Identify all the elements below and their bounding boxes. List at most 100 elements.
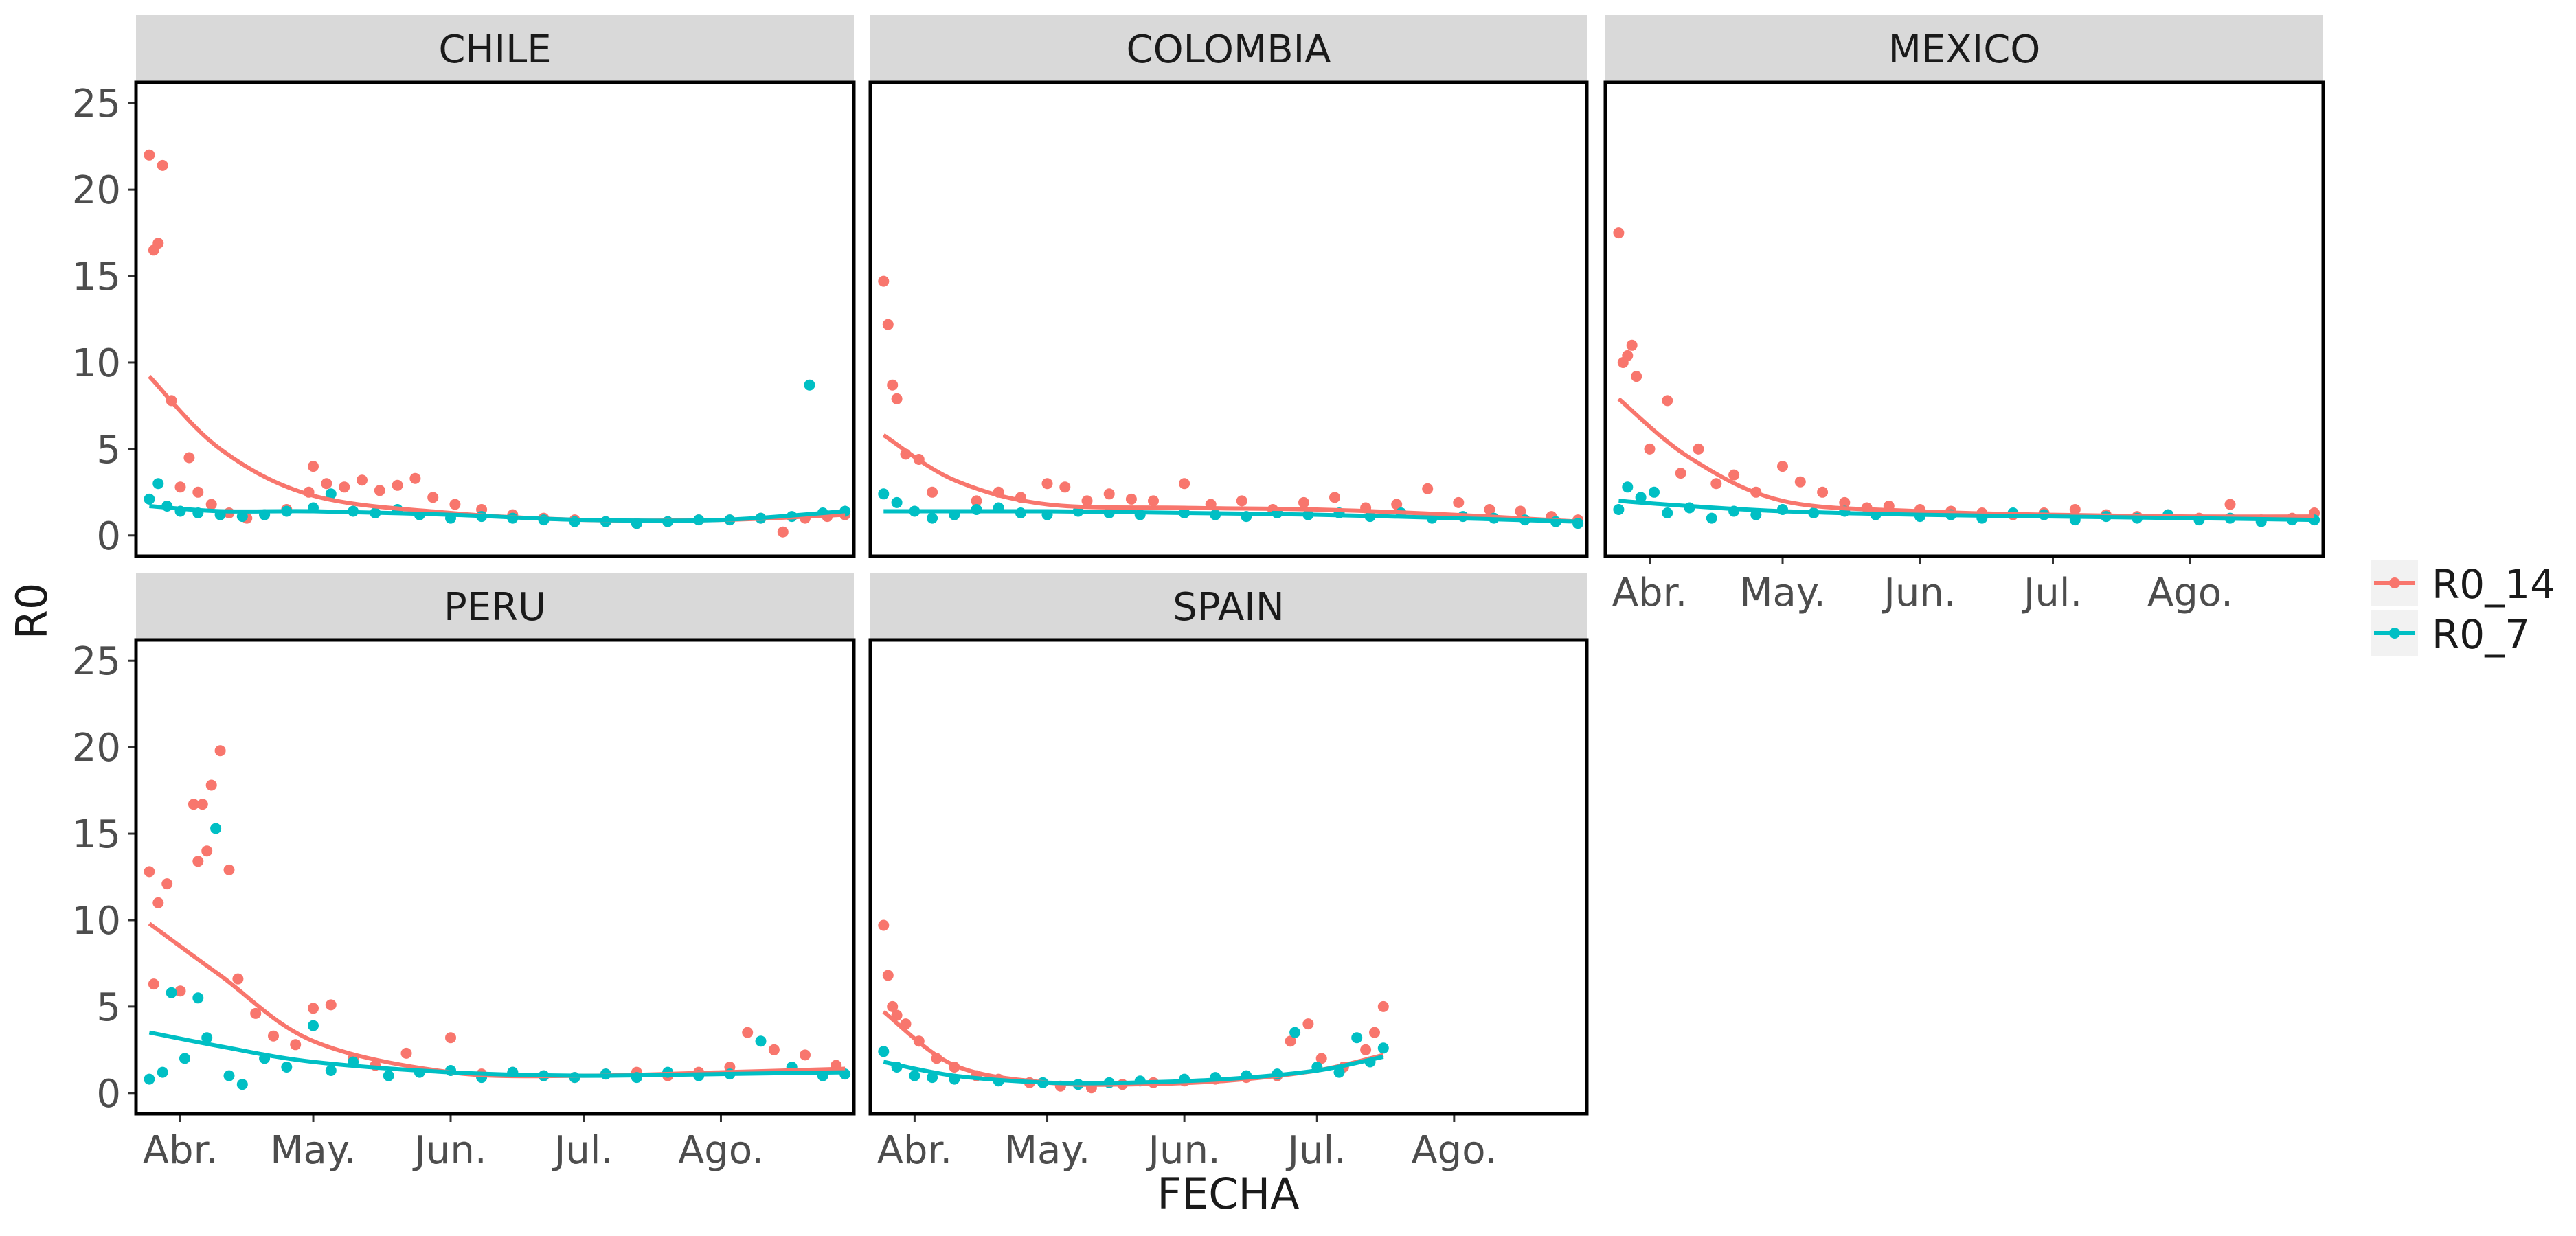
legend-label-r0-7: R0_7 <box>2432 611 2530 658</box>
point-peru-r0-7 <box>325 1065 337 1076</box>
legend-key-point-r0-7 <box>2389 628 2400 639</box>
panel-strip-colombia <box>870 15 1587 82</box>
point-chile-r0-14 <box>174 481 186 493</box>
point-mexico-r0-14 <box>1817 486 1829 498</box>
series-peru-r0-14 <box>144 745 842 1084</box>
panel-strip-mexico <box>1605 15 2323 82</box>
x-tick-label-mexico-ago: Ago. <box>2147 571 2233 615</box>
point-mexico-r0-7 <box>1706 512 1717 524</box>
panel-strip-chile <box>136 15 854 82</box>
x-tick-label-mexico-jun: Jun. <box>1882 571 1956 615</box>
panel-colombia: COLOMBIA <box>868 15 1589 558</box>
point-mexico-r0-7 <box>1662 507 1673 518</box>
point-colombia-r0-14 <box>882 319 894 330</box>
smooth-line-peru-r0-7 <box>148 1030 846 1078</box>
point-chile-r0-14 <box>157 159 168 171</box>
y-tick-label-peru-5: 5 <box>96 985 121 1030</box>
point-colombia-r0-14 <box>1484 504 1495 515</box>
panel-title-chile: CHILE <box>438 27 551 72</box>
x-tick-label-peru-may: May. <box>270 1128 357 1173</box>
point-peru-r0-14 <box>290 1039 302 1051</box>
point-spain-r0-14 <box>882 970 894 981</box>
point-spain-r0-7 <box>1333 1066 1345 1078</box>
point-peru-r0-7 <box>755 1035 767 1047</box>
point-chile-r0-14 <box>308 461 319 472</box>
point-colombia-r0-14 <box>1391 499 1403 510</box>
point-spain-r0-14 <box>878 919 890 931</box>
point-peru-r0-14 <box>174 985 186 997</box>
point-spain-r0-7 <box>1351 1032 1363 1044</box>
panels-layer: CHILE 0 5 10 15 20 25 COLOMBIA MEXICO Abr. May. Jun… <box>72 15 2325 1173</box>
x-tick-label-spain-may: May. <box>1004 1128 1091 1173</box>
point-peru-r0-14 <box>148 978 159 990</box>
point-peru-r0-7 <box>201 1032 213 1044</box>
y-tick-label-peru-25: 25 <box>72 639 121 684</box>
x-tick-label-spain-abr: Abr. <box>877 1128 953 1173</box>
y-tick-label-chile-5: 5 <box>96 428 121 472</box>
point-chile-r0-14 <box>339 481 350 493</box>
point-mexico-r0-14 <box>1794 476 1806 488</box>
point-mexico-r0-14 <box>1626 339 1638 351</box>
series-chile-r0-7 <box>144 379 851 529</box>
point-colombia-r0-14 <box>1298 496 1309 508</box>
y-tick-label-chile-0: 0 <box>96 514 121 559</box>
point-chile-r0-14 <box>777 526 789 538</box>
point-peru-r0-14 <box>768 1044 780 1055</box>
panel-chile: CHILE 0 5 10 15 20 25 <box>72 15 856 559</box>
panel-border-colombia <box>868 80 1589 558</box>
point-chile-r0-14 <box>144 149 155 161</box>
point-peru-r0-7 <box>236 1079 248 1090</box>
point-colombia-r0-14 <box>1125 493 1137 505</box>
panel-mexico: MEXICO Abr. May. Jun. Jul. Ago. <box>1603 15 2325 615</box>
x-tick-label-mexico-may: May. <box>1739 571 1826 615</box>
point-peru-r0-7 <box>179 1053 190 1064</box>
point-mexico-r0-14 <box>2224 499 2236 510</box>
point-mexico-r0-14 <box>1710 478 1722 490</box>
point-colombia-r0-14 <box>1453 496 1465 508</box>
point-chile-r0-7 <box>152 478 164 490</box>
legend-label-r0-14: R0_14 <box>2432 561 2555 608</box>
point-colombia-r0-14 <box>891 393 903 404</box>
point-peru-r0-14 <box>268 1030 279 1042</box>
point-chile-r0-14 <box>427 492 439 503</box>
y-tick-label-peru-10: 10 <box>72 899 121 943</box>
point-chile-r0-7 <box>325 488 337 500</box>
point-colombia-r0-14 <box>1148 495 1159 507</box>
point-peru-r0-14 <box>201 845 213 857</box>
x-tick-label-peru-jun: Jun. <box>412 1128 486 1173</box>
point-spain-r0-7 <box>1289 1027 1301 1038</box>
point-peru-r0-7 <box>223 1070 235 1082</box>
point-chile-r0-14 <box>357 474 368 486</box>
point-spain-r0-14 <box>1369 1027 1380 1038</box>
point-peru-r0-14 <box>196 799 208 810</box>
panel-border-spain <box>868 638 1589 1116</box>
point-chile-r0-14 <box>152 238 164 249</box>
point-chile-r0-7 <box>236 511 248 523</box>
point-peru-r0-14 <box>192 856 204 867</box>
point-colombia-r0-14 <box>1236 495 1247 507</box>
point-mexico-r0-7 <box>1613 504 1625 515</box>
point-chile-r0-14 <box>409 472 421 484</box>
point-chile-r0-14 <box>374 485 385 496</box>
panel-border-peru <box>134 638 856 1116</box>
panel-title-colombia: COLOMBIA <box>1126 27 1331 72</box>
series-peru-r0-7 <box>144 823 851 1090</box>
point-colombia-r0-7 <box>891 496 903 508</box>
smooth-line-colombia-r0-14 <box>882 433 1579 524</box>
point-chile-r0-14 <box>183 452 195 464</box>
point-peru-r0-7 <box>281 1062 293 1073</box>
panel-strip-peru <box>136 573 854 640</box>
point-peru-r0-14 <box>205 779 217 791</box>
point-colombia-r0-14 <box>887 379 899 391</box>
y-tick-label-peru-20: 20 <box>72 726 121 770</box>
point-peru-r0-14 <box>445 1032 456 1044</box>
point-peru-r0-7 <box>192 992 204 1004</box>
point-mexico-r0-14 <box>1839 496 1851 508</box>
point-colombia-r0-14 <box>1059 481 1071 493</box>
point-colombia-r0-14 <box>971 495 982 507</box>
panel-title-mexico: MEXICO <box>1888 27 2041 72</box>
point-mexico-r0-14 <box>1613 227 1625 239</box>
point-peru-r0-14 <box>250 1007 262 1019</box>
point-peru-r0-7 <box>157 1066 168 1078</box>
smooth-line-chile-r0-14 <box>148 375 846 523</box>
